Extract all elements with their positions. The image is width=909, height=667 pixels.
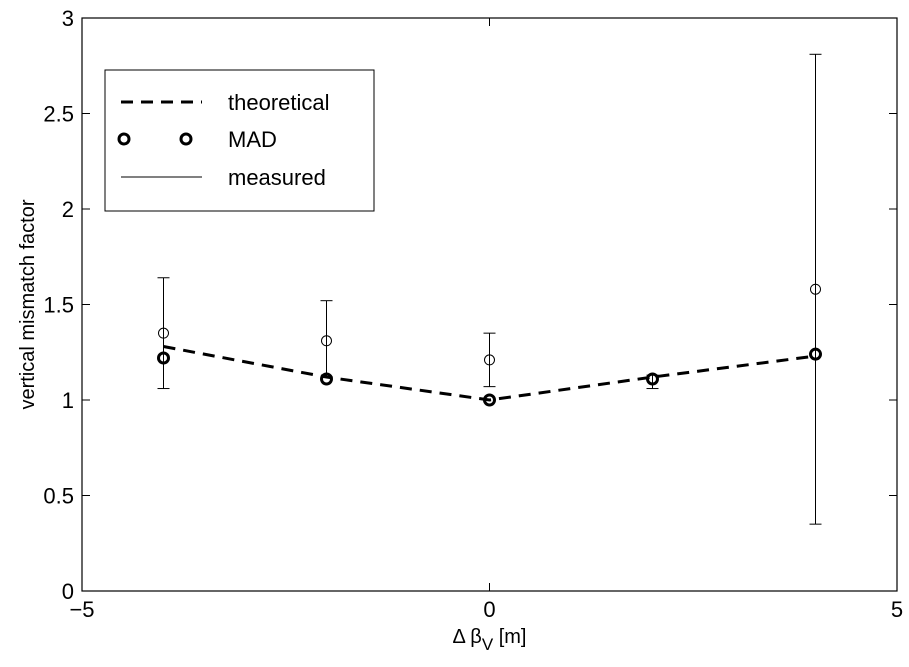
legend-label: theoretical <box>228 90 330 115</box>
legend-box <box>104 69 375 212</box>
mad-point <box>809 347 822 361</box>
mad-point <box>157 351 170 365</box>
y-tick-label: 2 <box>62 197 74 222</box>
marks <box>157 53 822 525</box>
y-tick-label: 0.5 <box>43 484 74 509</box>
y-tick-label: 0 <box>62 579 74 604</box>
mad-point <box>320 372 333 386</box>
y-tick-label: 1.5 <box>43 293 74 318</box>
measured-point <box>484 354 495 366</box>
measured-point <box>810 283 821 295</box>
tick-labels: −5 0 500.511.522.53 <box>43 6 903 622</box>
legend: theoretical MAD measured <box>104 69 375 212</box>
y-tick-label: 3 <box>62 6 74 31</box>
ticks <box>81 17 898 592</box>
legend-mad-swatch <box>179 132 193 146</box>
legend-label: MAD <box>228 127 277 152</box>
legend-mad-swatch <box>117 132 131 146</box>
y-tick-label: 2.5 <box>43 102 74 127</box>
measured-point <box>321 335 332 347</box>
x-axis-title-prefix: Δ β <box>452 626 481 648</box>
x-tick-label: 5 <box>891 597 903 622</box>
mad-point <box>483 393 496 407</box>
x-axis-title: Δ βV [m] <box>452 626 526 654</box>
mad-point <box>646 372 659 386</box>
x-axis-title-suffix: [m] <box>493 626 526 648</box>
measured-point <box>158 327 169 339</box>
y-tick-label: 1 <box>62 388 74 413</box>
legend-label: measured <box>228 165 326 190</box>
x-tick-label: −5 <box>69 597 94 622</box>
theoretical-line <box>163 345 816 402</box>
x-axis-title-subscript: V <box>482 635 494 654</box>
x-tick-label: 0 <box>483 597 495 622</box>
y-axis-title: vertical mismatch factor <box>17 199 39 409</box>
